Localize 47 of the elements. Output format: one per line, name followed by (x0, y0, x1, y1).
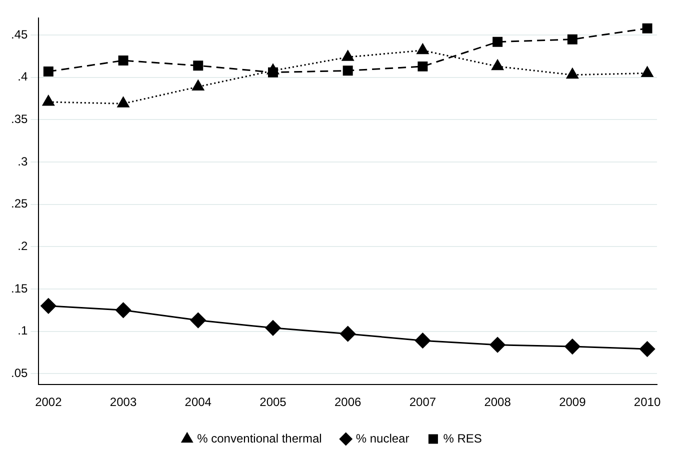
point (267, 64, 279, 74)
point (342, 50, 354, 61)
x-tick-label: 2009 (559, 395, 586, 410)
y-tick-label: .05 (10, 366, 28, 380)
x-tick-label: 2008 (484, 395, 512, 410)
point (492, 60, 504, 70)
y-tick-label: .1 (18, 324, 28, 338)
legend-label: % nuclear (356, 431, 410, 446)
point (192, 80, 204, 90)
point (414, 332, 430, 348)
point (340, 326, 356, 342)
x-tick-label: 2007 (409, 395, 436, 410)
legend-label: % RES (443, 431, 482, 446)
point (43, 66, 54, 77)
x-tick-label: 2003 (110, 395, 137, 410)
point (564, 338, 580, 354)
point (193, 60, 204, 71)
point (641, 66, 654, 77)
point (342, 66, 353, 76)
point (42, 95, 54, 106)
y-tick-label: .2 (18, 238, 28, 253)
point (640, 341, 656, 357)
point (416, 44, 429, 54)
point (492, 36, 503, 47)
point (116, 302, 132, 318)
y-tick-label: .35 (10, 112, 28, 126)
x-tick-label: 2005 (260, 395, 287, 410)
point (490, 337, 506, 353)
x-tick-label: 2010 (634, 395, 661, 410)
point (642, 23, 652, 34)
point (566, 68, 578, 79)
x-tick-label: 2006 (334, 395, 362, 410)
x-tick-label: 2004 (184, 395, 212, 410)
point (117, 96, 130, 108)
y-tick-label: .15 (10, 281, 28, 296)
point (418, 61, 428, 72)
point (567, 34, 578, 44)
y-tick-label: .3 (18, 154, 28, 168)
point (118, 56, 128, 66)
x-tick-label: 2002 (35, 395, 62, 410)
y-tick-label: .4 (18, 70, 28, 84)
y-tick-label: .25 (10, 196, 28, 211)
point (40, 298, 56, 314)
y-tick-label: .45 (10, 27, 28, 42)
point (265, 320, 281, 336)
legend-label: % conventional thermal (197, 431, 322, 446)
point (190, 312, 206, 328)
